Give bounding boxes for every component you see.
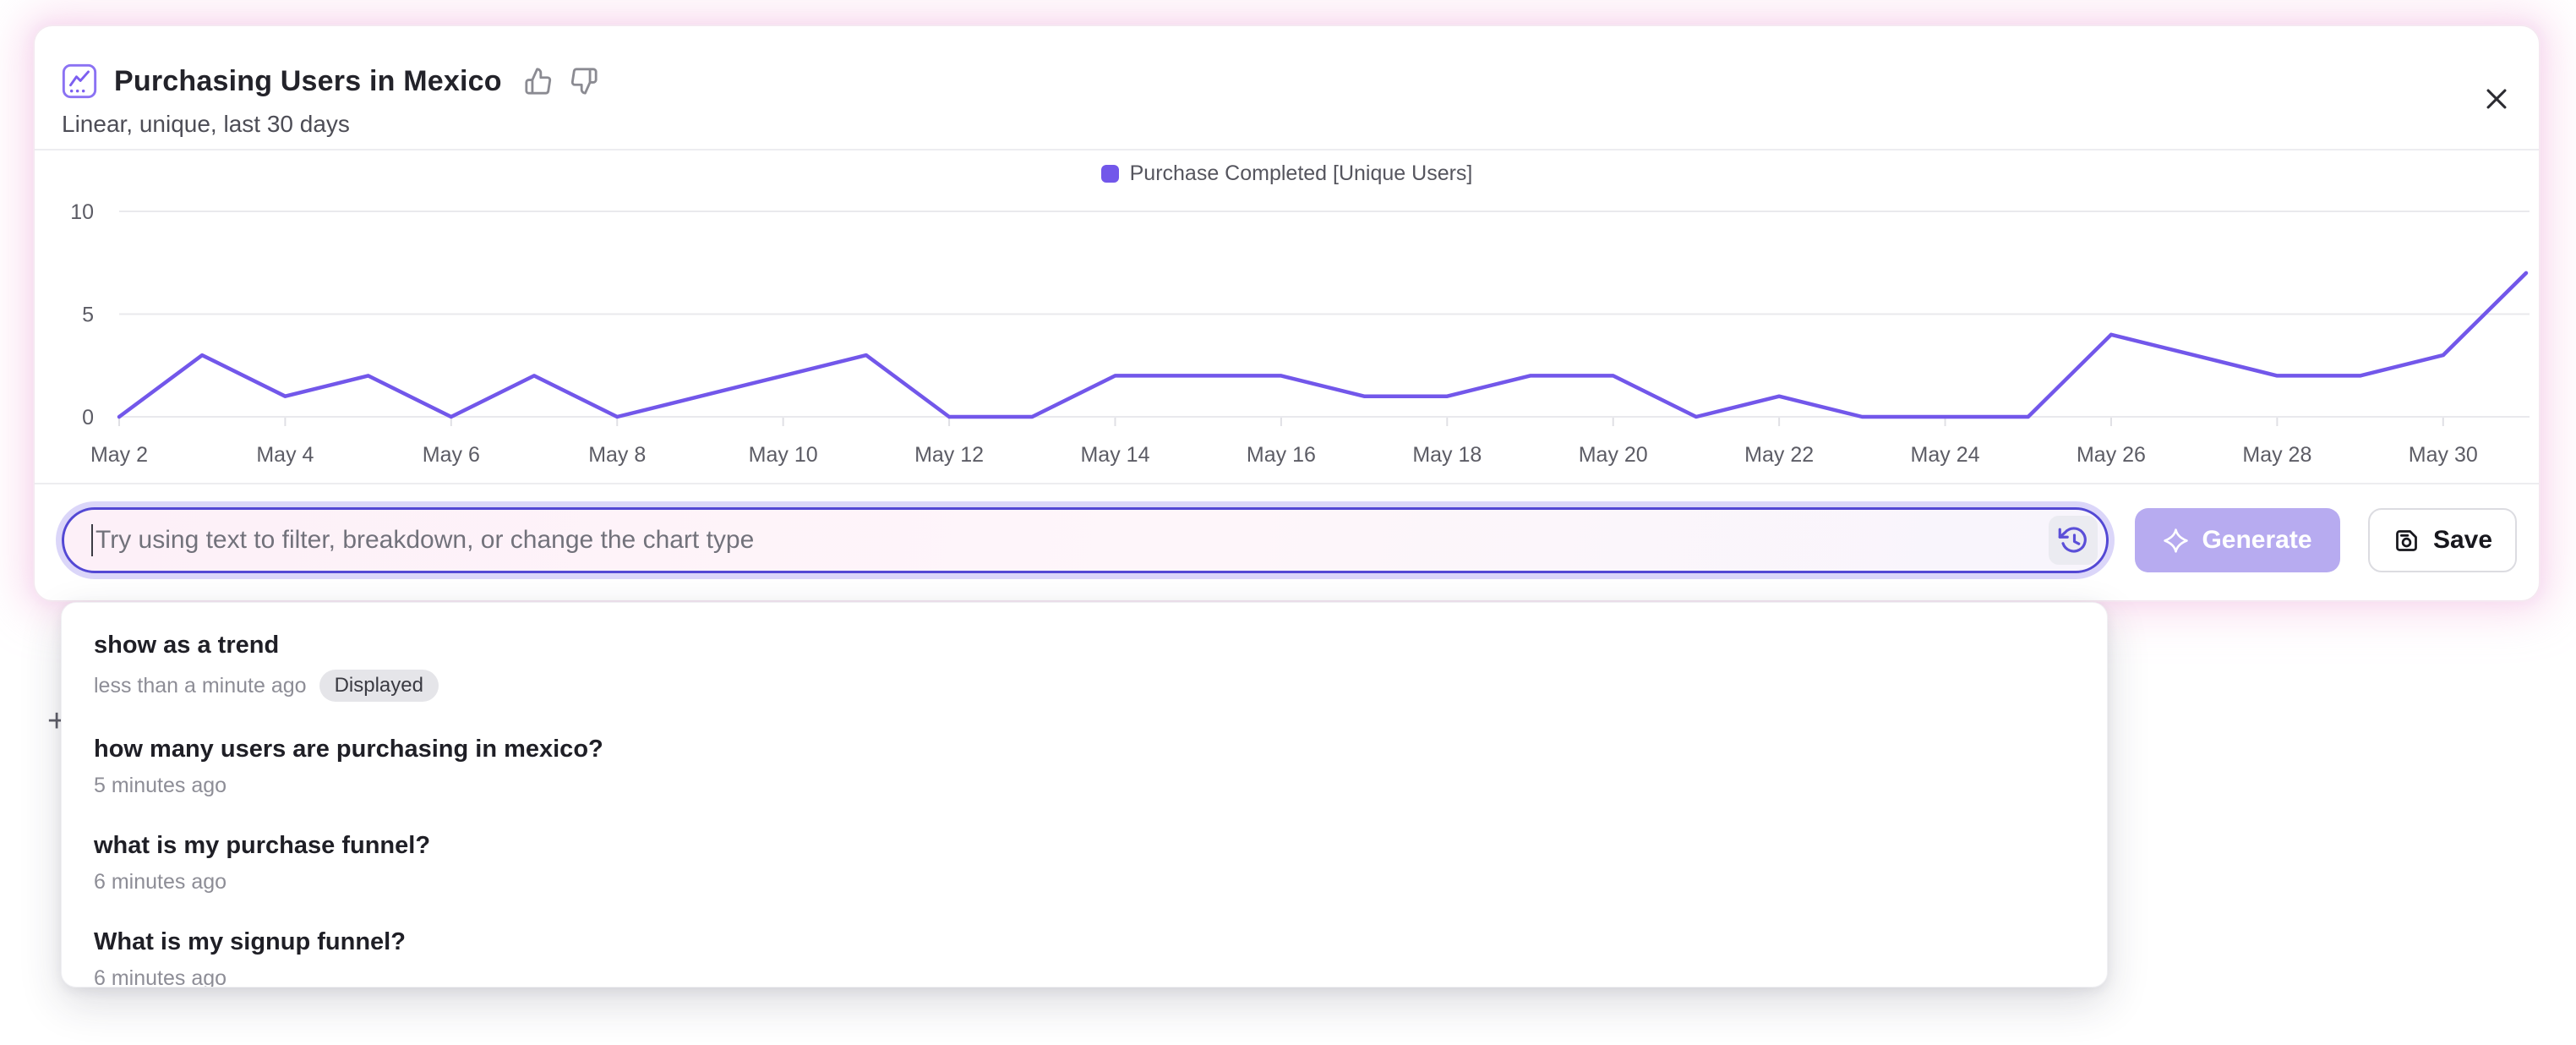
history-item[interactable]: what is my purchase funnel? 6 minutes ag… bbox=[94, 832, 2075, 895]
sparkle-icon bbox=[2164, 528, 2189, 553]
insight-card: Purchasing Users in Mexico Linear, uniqu… bbox=[34, 25, 2540, 601]
history-item[interactable]: What is my signup funnel? 6 minutes ago bbox=[94, 928, 2075, 988]
page-title: Purchasing Users in Mexico bbox=[114, 64, 502, 97]
thumbs-down-button[interactable] bbox=[570, 67, 598, 96]
svg-text:May 16: May 16 bbox=[1247, 443, 1316, 467]
text-caret bbox=[91, 524, 93, 556]
svg-text:May 12: May 12 bbox=[914, 443, 984, 467]
generate-button[interactable]: Generate bbox=[2135, 508, 2340, 572]
svg-text:May 24: May 24 bbox=[1911, 443, 1980, 467]
svg-text:May 8: May 8 bbox=[588, 443, 646, 467]
close-icon bbox=[2486, 89, 2507, 109]
svg-text:May 10: May 10 bbox=[749, 443, 818, 467]
save-label: Save bbox=[2432, 526, 2493, 554]
history-time: 6 minutes ago bbox=[94, 870, 227, 894]
history-item[interactable]: how many users are purchasing in mexico?… bbox=[94, 736, 2075, 798]
chart-legend: Purchase Completed [Unique Users] bbox=[35, 161, 2539, 186]
thumbs-up-icon bbox=[525, 68, 551, 95]
history-time: less than a minute ago bbox=[94, 673, 307, 698]
prompt-input[interactable] bbox=[96, 526, 2038, 555]
history-item[interactable]: show as a trend less than a minute ago D… bbox=[94, 632, 2075, 702]
history-icon bbox=[2058, 527, 2087, 553]
thumbs-up-button[interactable] bbox=[524, 67, 553, 96]
svg-text:May 28: May 28 bbox=[2242, 443, 2311, 467]
generate-label: Generate bbox=[2202, 526, 2312, 554]
svg-text:May 26: May 26 bbox=[2077, 443, 2146, 467]
close-button[interactable] bbox=[2476, 79, 2517, 119]
history-dropdown: show as a trend less than a minute ago D… bbox=[61, 602, 2108, 988]
save-button[interactable]: Save bbox=[2368, 508, 2517, 572]
svg-text:May 20: May 20 bbox=[1579, 443, 1648, 467]
history-query: What is my signup funnel? bbox=[94, 928, 406, 955]
svg-text:May 14: May 14 bbox=[1080, 443, 1149, 467]
header-divider bbox=[35, 149, 2539, 150]
ai-prompt-field[interactable] bbox=[62, 507, 2109, 573]
chart-divider bbox=[35, 483, 2539, 484]
history-button[interactable] bbox=[2049, 516, 2098, 565]
svg-text:May 30: May 30 bbox=[2409, 443, 2478, 467]
chart-subtitle: Linear, unique, last 30 days bbox=[62, 111, 350, 137]
history-query: what is my purchase funnel? bbox=[94, 832, 431, 859]
line-chart-icon bbox=[62, 63, 97, 99]
thumbs-down-icon bbox=[570, 68, 598, 95]
svg-text:5: 5 bbox=[82, 304, 94, 327]
svg-text:May 6: May 6 bbox=[423, 443, 480, 467]
svg-text:May 4: May 4 bbox=[256, 443, 314, 467]
legend-swatch bbox=[1100, 165, 1119, 183]
svg-text:0: 0 bbox=[82, 406, 94, 429]
save-icon bbox=[2396, 529, 2417, 551]
svg-text:May 22: May 22 bbox=[1744, 443, 1814, 467]
svg-text:May 18: May 18 bbox=[1412, 443, 1482, 467]
displayed-badge: Displayed bbox=[319, 670, 439, 702]
legend-label: Purchase Completed [Unique Users] bbox=[1129, 161, 1473, 185]
history-query: how many users are purchasing in mexico? bbox=[94, 736, 603, 763]
history-time: 6 minutes ago bbox=[94, 966, 227, 988]
history-time: 5 minutes ago bbox=[94, 774, 227, 797]
line-chart: 0 5 10 May 2 May 4 May 6 May 8 May 10 May 12 May … bbox=[70, 200, 2530, 467]
card-header: Purchasing Users in Mexico bbox=[62, 63, 598, 99]
history-query: show as a trend bbox=[94, 632, 280, 659]
svg-text:10: 10 bbox=[70, 200, 94, 224]
svg-text:May 2: May 2 bbox=[90, 443, 148, 467]
